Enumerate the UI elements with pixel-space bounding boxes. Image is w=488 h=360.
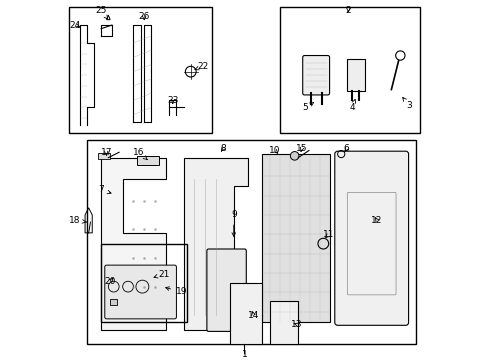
Text: 26: 26 <box>138 12 149 21</box>
Bar <box>269 301 298 344</box>
Bar <box>101 244 187 323</box>
Text: 9: 9 <box>230 211 236 236</box>
Text: 15: 15 <box>295 144 307 153</box>
Text: 11: 11 <box>322 230 334 239</box>
Text: 4: 4 <box>348 99 355 112</box>
FancyBboxPatch shape <box>334 151 408 325</box>
FancyBboxPatch shape <box>302 55 329 95</box>
Text: 13: 13 <box>290 320 302 329</box>
Text: 20: 20 <box>104 277 116 286</box>
Bar <box>98 153 110 159</box>
FancyBboxPatch shape <box>206 249 246 332</box>
Bar <box>230 283 262 344</box>
Text: 2: 2 <box>345 6 350 15</box>
Text: 25: 25 <box>95 6 107 19</box>
Text: 3: 3 <box>402 98 411 110</box>
Text: 16: 16 <box>133 148 147 160</box>
Text: 24: 24 <box>69 21 81 30</box>
Text: 17: 17 <box>100 148 112 157</box>
Text: 6: 6 <box>343 144 349 153</box>
Text: 10: 10 <box>269 146 280 155</box>
Text: 7: 7 <box>98 185 111 194</box>
Bar <box>87 140 416 344</box>
Text: 14: 14 <box>247 311 259 320</box>
Text: 8: 8 <box>220 144 225 153</box>
Bar <box>280 7 419 132</box>
Bar <box>69 7 212 132</box>
Polygon shape <box>183 158 247 330</box>
Bar <box>346 59 364 91</box>
Text: 12: 12 <box>370 216 382 225</box>
Text: 18: 18 <box>69 216 86 225</box>
Polygon shape <box>262 154 330 323</box>
Bar <box>110 299 116 305</box>
Text: 5: 5 <box>302 103 313 112</box>
Polygon shape <box>101 158 165 330</box>
Text: 21: 21 <box>154 270 169 279</box>
Bar <box>137 156 158 165</box>
Text: 23: 23 <box>167 96 178 105</box>
Text: 22: 22 <box>194 62 208 71</box>
Text: 1: 1 <box>241 350 247 359</box>
Text: 19: 19 <box>165 287 187 297</box>
FancyBboxPatch shape <box>104 265 176 319</box>
Circle shape <box>290 152 298 160</box>
